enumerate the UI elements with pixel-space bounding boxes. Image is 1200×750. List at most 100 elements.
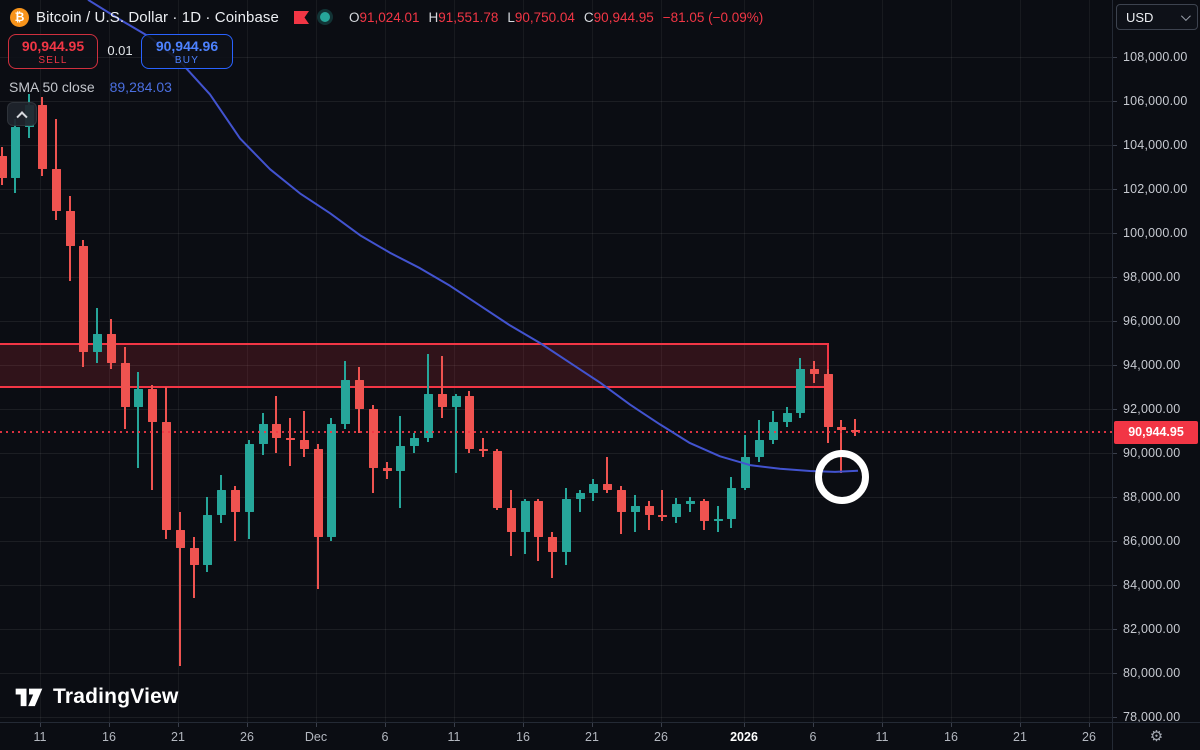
candle-body: [395, 446, 405, 471]
candle-wick: [840, 420, 842, 473]
candle-body: [726, 488, 736, 519]
candle-wick: [854, 418, 856, 437]
ohlc-item: O91,024.01: [348, 9, 420, 25]
time-tick-label: 6: [381, 730, 389, 744]
tradingview-logo-icon: [15, 688, 43, 707]
candle-body: [51, 169, 61, 211]
indicator-name: SMA 50 close: [9, 79, 95, 95]
sma-50-line: [87, 0, 859, 473]
candle-wick: [551, 532, 553, 579]
indicator-value: 89,284.03: [109, 79, 172, 95]
candle-body: [216, 490, 226, 515]
time-tick-label: 11: [33, 730, 47, 744]
time-tick-label: 16: [102, 730, 116, 744]
buy-button[interactable]: 90,944.96 BUY: [141, 34, 233, 69]
sell-button[interactable]: 90,944.95 SELL: [8, 34, 98, 69]
candle-body: [258, 424, 268, 445]
candle-body: [809, 369, 819, 374]
symbol-header: ₿ Bitcoin / U.S. Dollar · 1D · Coinbase …: [10, 6, 763, 28]
price-tick-label: 80,000.00: [1123, 666, 1181, 680]
candle-body: [340, 380, 350, 425]
ohlc-item: C90,944.95: [583, 9, 654, 25]
candle-body: [506, 508, 516, 533]
time-tick-label: 21: [1013, 730, 1027, 744]
candle-body: [92, 334, 102, 352]
axis-corner: ⚙: [1112, 722, 1200, 750]
price-tick-label: 82,000.00: [1123, 622, 1181, 636]
candle-body: [782, 413, 792, 423]
candle-body: [285, 437, 295, 440]
candle-body: [230, 490, 240, 513]
candle-body: [161, 422, 171, 530]
price-tick-label: 108,000.00: [1123, 50, 1188, 64]
candle-wick: [689, 497, 691, 513]
candle-wick: [634, 494, 636, 533]
candle-body: [0, 156, 7, 178]
candle-body: [713, 519, 723, 522]
price-tick-label: 100,000.00: [1123, 226, 1188, 240]
candle-body: [602, 483, 612, 491]
candle-body: [368, 409, 378, 469]
price-tick-label: 88,000.00: [1123, 490, 1181, 504]
market-flag-icon[interactable]: [293, 10, 309, 24]
candle-body: [271, 424, 281, 438]
price-tick-label: 86,000.00: [1123, 534, 1181, 548]
symbol-title[interactable]: Bitcoin / U.S. Dollar · 1D · Coinbase: [36, 8, 279, 26]
indicator-legend[interactable]: SMA 50 close 89,284.03: [9, 79, 172, 95]
candle-wick: [193, 536, 195, 599]
price-tick-label: 96,000.00: [1123, 314, 1181, 328]
candle-body: [65, 211, 75, 247]
currency-dropdown[interactable]: USD: [1116, 4, 1198, 30]
candle-body: [78, 246, 88, 352]
price-tick-label: 104,000.00: [1123, 138, 1188, 152]
candle-body: [189, 547, 199, 566]
candle-body: [120, 362, 130, 407]
price-tick-label: 78,000.00: [1123, 710, 1181, 724]
watermark-label: TradingView: [53, 685, 179, 708]
candle-body: [740, 457, 750, 489]
circle-annotation[interactable]: [815, 450, 869, 505]
time-tick-label: 11: [447, 730, 461, 744]
candle-body: [202, 514, 212, 566]
candle-body: [437, 393, 447, 407]
bitcoin-icon: ₿: [10, 7, 29, 27]
legend-collapse-button[interactable]: [7, 102, 37, 126]
time-tick-label: 26: [240, 730, 254, 744]
candle-body: [795, 369, 805, 414]
candle-body: [575, 492, 585, 500]
candle-body: [106, 334, 116, 363]
candle-body: [423, 393, 433, 438]
candle-wick: [606, 457, 608, 493]
candle-body: [326, 424, 336, 537]
data-status-dot-icon[interactable]: [319, 12, 330, 22]
chevron-down-icon: [1180, 10, 1191, 21]
candle-wick: [151, 384, 153, 491]
candle-body: [699, 501, 709, 522]
candle-body: [547, 536, 557, 552]
candle-body: [313, 448, 323, 537]
chevron-up-icon: [16, 111, 28, 123]
candle-wick: [179, 512, 181, 667]
candle-body: [588, 483, 598, 493]
candle-body: [382, 468, 392, 471]
axis-settings-gear-icon[interactable]: ⚙: [1149, 728, 1164, 745]
tradingview-watermark[interactable]: TradingView: [14, 684, 179, 710]
candle-body: [616, 490, 626, 513]
price-tick-label: 92,000.00: [1123, 402, 1181, 416]
chart-canvas[interactable]: TradingView: [0, 0, 1112, 722]
candle-body: [354, 380, 364, 409]
price-axis[interactable]: USD 108,000.00 106,000.00 104,000.00 102,00…: [1112, 0, 1200, 724]
candle-body: [451, 395, 461, 407]
candle-wick: [234, 486, 236, 541]
candle-body: [37, 105, 47, 170]
candle-wick: [137, 371, 139, 469]
price-tick-label: 90,000.00: [1123, 446, 1181, 460]
candle-wick: [482, 437, 484, 458]
price-tick-label: 98,000.00: [1123, 270, 1181, 284]
time-axis[interactable]: 11 16 21 26 Dec 6 11 16 21 26 2026 6 11 16 21 26: [0, 722, 1112, 750]
candle-body: [768, 422, 778, 440]
ohlc-item: H91,551.78: [428, 9, 499, 25]
candle-body: [561, 499, 571, 552]
currency-label: USD: [1126, 9, 1154, 25]
